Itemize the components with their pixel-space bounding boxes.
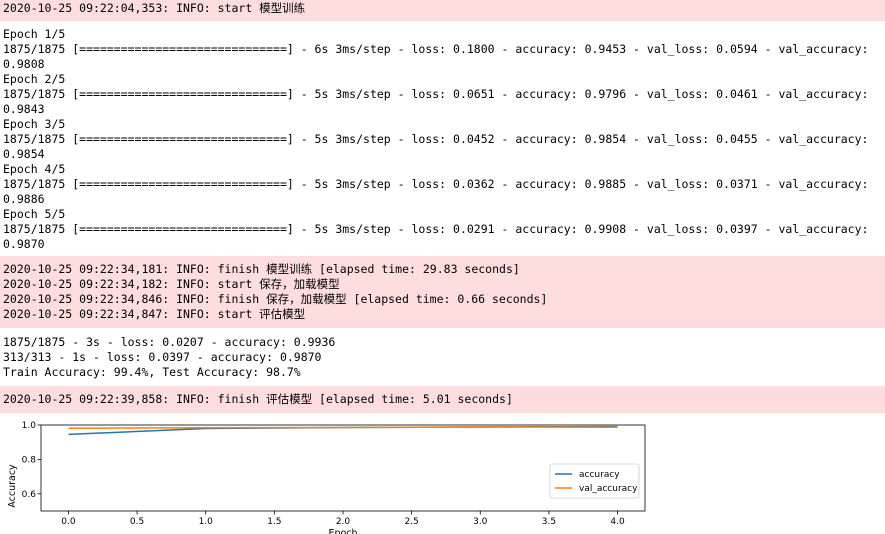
chart-legend: accuracy val_accuracy: [549, 463, 640, 499]
output-line: 0.9808: [3, 57, 45, 71]
legend-box: [549, 463, 640, 499]
log-line: 2020-10-25 09:22:34,182: INFO: start 保存，…: [3, 277, 340, 291]
output-line: Train Accuracy: 99.4%, Test Accuracy: 98…: [3, 365, 301, 379]
output-line: 1875/1875 [=============================…: [3, 132, 869, 146]
x-tick-label: 1.0: [199, 517, 214, 527]
y-tick-label: 1.0: [22, 421, 37, 431]
chart-axes: 0.0 0.5 1.0 1.5 2.0 2.5 3.0 3.5 4.0 0.6 0.8 1.0 Epoc…: [7, 421, 646, 534]
accuracy-chart: 0.0 0.5 1.0 1.5 2.0 2.5 3.0 3.5 4.0 0.6 0.8 1.0 Epoc…: [7, 421, 646, 534]
log-output-save-evaluate: 2020-10-25 09:22:34,181: INFO: finish 模型…: [0, 256, 885, 328]
output-line: 0.9843: [3, 102, 45, 116]
legend-label: val_accuracy: [579, 484, 638, 494]
output-line: 1875/1875 [=============================…: [3, 87, 869, 101]
y-axis-label: Accuracy: [7, 464, 18, 508]
x-tick-label: 3.0: [473, 517, 488, 527]
output-line: 0.9854: [3, 147, 45, 161]
output-line: 0.9870: [3, 237, 45, 251]
output-line: 313/313 - 1s - loss: 0.0397 - accuracy: …: [3, 350, 322, 364]
x-tick-label: 0.5: [130, 517, 144, 527]
output-line: Epoch 1/5: [3, 27, 66, 41]
output-line: Epoch 5/5: [3, 207, 66, 221]
evaluation-output: 1875/1875 - 3s - loss: 0.0207 - accuracy…: [0, 335, 885, 383]
log-line: 2020-10-25 09:22:39,858: INFO: finish 评估…: [3, 392, 513, 406]
log-line: 2020-10-25 09:22:34,847: INFO: start 评估模…: [3, 307, 306, 321]
log-output-start-training: 2020-10-25 09:22:04,353: INFO: start 模型训…: [0, 0, 885, 21]
output-line: Epoch 2/5: [3, 72, 66, 86]
legend-label: accuracy: [579, 470, 620, 480]
series-line-val-accuracy: [68, 426, 618, 430]
y-tick-label: 0.6: [22, 490, 37, 500]
log-line: 2020-10-25 09:22:34,846: INFO: finish 保存…: [3, 292, 548, 306]
log-line: 2020-10-25 09:22:04,353: INFO: start 模型训…: [3, 1, 306, 15]
log-line: 2020-10-25 09:22:34,181: INFO: finish 模型…: [3, 262, 520, 276]
x-tick-label: 0.0: [61, 517, 76, 527]
x-axis-label: Epoch: [328, 528, 357, 534]
output-line: Epoch 3/5: [3, 117, 66, 131]
output-line: 1875/1875 - 3s - loss: 0.0207 - accuracy…: [3, 335, 336, 349]
log-output-finish-evaluation: 2020-10-25 09:22:39,858: INFO: finish 评估…: [0, 386, 885, 413]
output-line: 1875/1875 [=============================…: [3, 42, 869, 56]
chart-series-lines: [68, 425, 618, 436]
x-tick-label: 3.5: [542, 517, 556, 527]
x-tick-label: 4.0: [610, 517, 625, 527]
x-tick-label: 1.5: [267, 517, 281, 527]
output-line: 1875/1875 [=============================…: [3, 222, 869, 236]
y-tick-label: 0.8: [22, 455, 37, 465]
output-line: Epoch 4/5: [3, 162, 66, 176]
output-line: 1875/1875 [=============================…: [3, 177, 869, 191]
x-tick-label: 2.0: [336, 517, 351, 527]
output-line: 0.9886: [3, 192, 45, 206]
x-tick-label: 2.5: [404, 517, 418, 527]
training-epoch-output: Epoch 1/5 1875/1875 [====================…: [0, 27, 885, 252]
